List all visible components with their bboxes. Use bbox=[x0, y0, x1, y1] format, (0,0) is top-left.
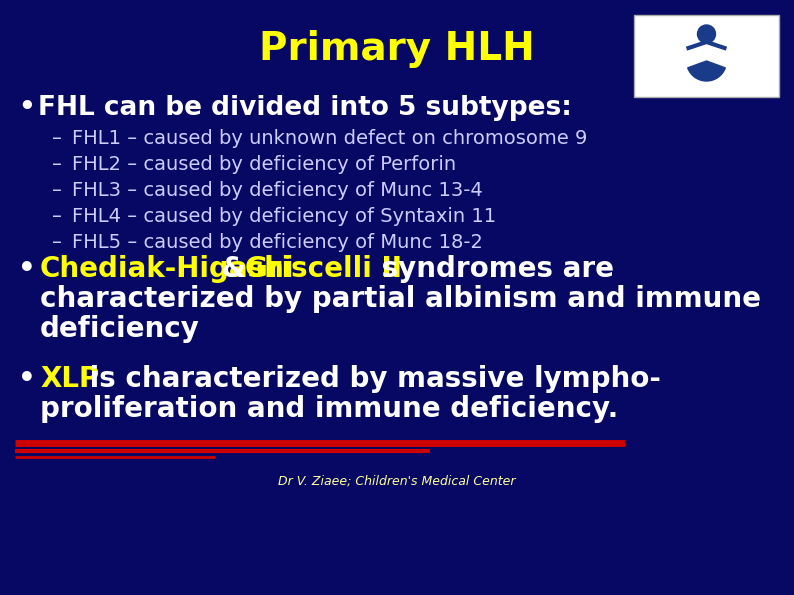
Text: XLP: XLP bbox=[40, 365, 99, 393]
Text: FHL5 – caused by deficiency of Munc 18-2: FHL5 – caused by deficiency of Munc 18-2 bbox=[72, 233, 483, 252]
Text: deficiency: deficiency bbox=[40, 315, 200, 343]
Text: –: – bbox=[52, 233, 62, 252]
Text: –: – bbox=[52, 155, 62, 174]
Text: –: – bbox=[52, 181, 62, 200]
Wedge shape bbox=[688, 61, 725, 81]
Text: •: • bbox=[18, 255, 36, 283]
Text: –: – bbox=[52, 129, 62, 148]
Text: –: – bbox=[52, 207, 62, 226]
Circle shape bbox=[697, 25, 715, 43]
Text: •: • bbox=[18, 365, 36, 393]
Text: characterized by partial albinism and immune: characterized by partial albinism and im… bbox=[40, 285, 761, 313]
Text: Griscelli II: Griscelli II bbox=[245, 255, 402, 283]
Text: FHL4 – caused by deficiency of Syntaxin 11: FHL4 – caused by deficiency of Syntaxin … bbox=[72, 207, 496, 226]
Text: Chediak-Higashi: Chediak-Higashi bbox=[40, 255, 295, 283]
Text: FHL3 – caused by deficiency of Munc 13-4: FHL3 – caused by deficiency of Munc 13-4 bbox=[72, 181, 483, 200]
Text: &: & bbox=[212, 255, 256, 283]
Text: Primary HLH: Primary HLH bbox=[259, 30, 535, 68]
Text: syndromes are: syndromes are bbox=[372, 255, 614, 283]
Text: FHL2 – caused by deficiency of Perforin: FHL2 – caused by deficiency of Perforin bbox=[72, 155, 456, 174]
Text: proliferation and immune deficiency.: proliferation and immune deficiency. bbox=[40, 395, 619, 423]
Text: FHL1 – caused by unknown defect on chromosome 9: FHL1 – caused by unknown defect on chrom… bbox=[72, 129, 588, 148]
Bar bbox=[634, 15, 779, 97]
Text: FHL can be divided into 5 subtypes:: FHL can be divided into 5 subtypes: bbox=[38, 95, 572, 121]
Text: Dr V. Ziaee; Children's Medical Center: Dr V. Ziaee; Children's Medical Center bbox=[278, 475, 516, 488]
Text: •: • bbox=[18, 95, 35, 121]
Text: is characterized by massive lympho-: is characterized by massive lympho- bbox=[80, 365, 661, 393]
